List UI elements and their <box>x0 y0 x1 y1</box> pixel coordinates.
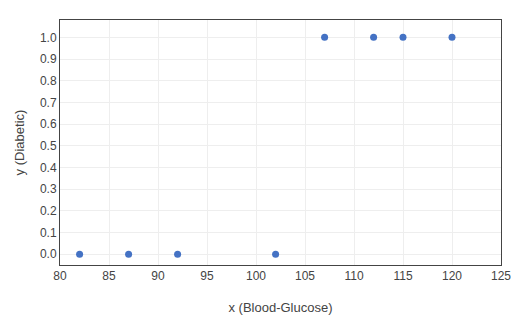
svg-text:0.9: 0.9 <box>40 52 57 66</box>
svg-text:y (Diabetic): y (Diabetic) <box>12 110 27 176</box>
svg-text:100: 100 <box>246 269 266 283</box>
svg-text:125: 125 <box>491 269 511 283</box>
svg-text:95: 95 <box>200 269 214 283</box>
svg-text:120: 120 <box>442 269 462 283</box>
svg-text:0.3: 0.3 <box>40 182 57 196</box>
svg-text:90: 90 <box>151 269 165 283</box>
svg-text:105: 105 <box>295 269 315 283</box>
svg-text:110: 110 <box>344 269 363 283</box>
svg-text:0.8: 0.8 <box>40 74 57 88</box>
svg-text:80: 80 <box>53 269 67 283</box>
svg-text:1.0: 1.0 <box>40 31 57 45</box>
svg-text:0.5: 0.5 <box>40 139 57 153</box>
svg-text:0.0: 0.0 <box>40 247 57 261</box>
svg-text:0.2: 0.2 <box>40 204 57 218</box>
svg-text:0.1: 0.1 <box>40 226 57 240</box>
svg-text:0.6: 0.6 <box>40 117 57 131</box>
svg-text:x (Blood-Glucose): x (Blood-Glucose) <box>228 300 332 315</box>
svg-text:85: 85 <box>102 269 116 283</box>
svg-text:0.4: 0.4 <box>40 161 57 175</box>
svg-text:115: 115 <box>393 269 412 283</box>
svg-text:0.7: 0.7 <box>40 96 57 110</box>
